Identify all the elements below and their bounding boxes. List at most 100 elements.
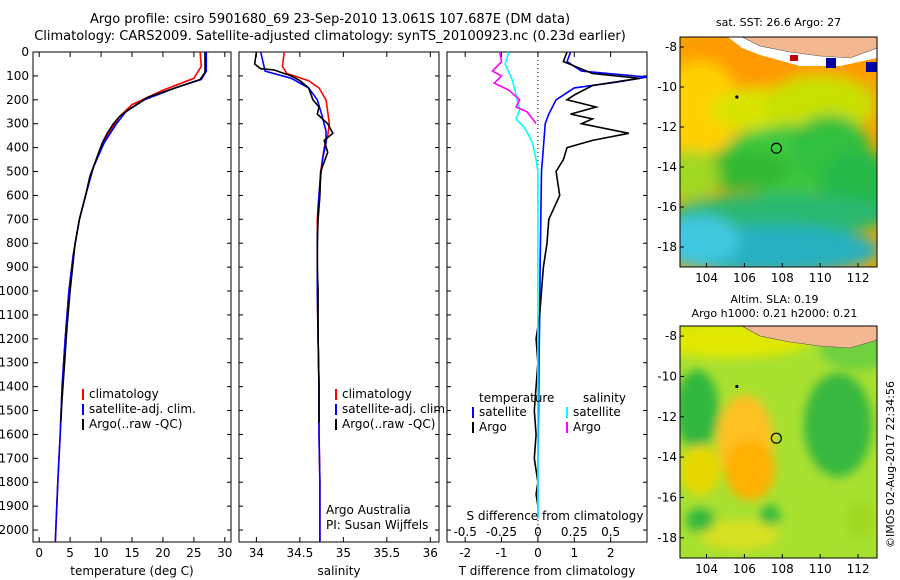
temperature-xtick-label: 30 <box>217 546 232 560</box>
salinity-series-0 <box>281 51 331 542</box>
temperature-series-0 <box>54 51 203 543</box>
sst-map-island-marker <box>735 95 739 99</box>
depth-tick-label: 700 <box>6 212 29 226</box>
difference-series-2 <box>504 51 539 519</box>
depth-tick-label: 300 <box>6 117 29 131</box>
sla-map-argo-marker <box>770 432 782 444</box>
sst-map-ytick-label: -16 <box>657 200 677 214</box>
depth-tick-label: 900 <box>6 260 29 274</box>
sst-map-xtick-label: 110 <box>809 271 832 285</box>
salinity-legend-label-2: Argo(..raw -QC) <box>342 417 435 431</box>
sla-map-frame <box>679 325 878 559</box>
salinity-legend-label-0: climatology <box>342 387 412 401</box>
sst-map-ytick-label: -18 <box>657 240 677 254</box>
diff-salinity-tick-label: -0.5 <box>453 525 476 539</box>
sst-map-raster <box>680 37 877 267</box>
depth-tick-label: 1900 <box>0 499 29 513</box>
depth-tick-label: 1600 <box>0 427 29 441</box>
sla-map-ytick-label: -10 <box>657 369 677 383</box>
salinity-series-2 <box>253 51 334 423</box>
temperature-xtick-label: 25 <box>186 546 201 560</box>
depth-tick-label: 1700 <box>0 451 29 465</box>
diff-legend-label-1: Argo <box>479 420 507 434</box>
temperature-series-2 <box>60 52 206 423</box>
depth-tick-label: 200 <box>6 93 29 107</box>
legend-header-salinity: salinity <box>583 391 626 405</box>
difference-xlabel: T difference from climatology <box>458 564 636 578</box>
depth-tick-label: 100 <box>6 69 29 83</box>
temperature-legend-label-0: climatology <box>89 387 159 401</box>
title-line-1: Argo profile: csiro 5901680_69 23-Sep-20… <box>89 12 571 27</box>
diff-legend-label-0: satellite <box>479 405 527 419</box>
sla-map-xtick-label: 104 <box>695 562 718 576</box>
difference-xtick-label: -1 <box>496 546 508 560</box>
temperature-xtick-label: 15 <box>124 546 139 560</box>
imos-watermark: ©IMOS 02-Aug-2017 22:34:56 <box>884 381 897 548</box>
map-panel-sst-map: 104 106 108 110 112 -8 -10 -12 -14 -16 -18 sat. SST… <box>657 16 878 285</box>
sla-map-ytick-label: -16 <box>657 490 677 504</box>
sla-map-island-marker <box>735 384 739 389</box>
sst-map-xtick-label: 106 <box>733 271 756 285</box>
temperature-legend-label-1: satellite-adj. clim. <box>89 402 196 416</box>
difference-series-0 <box>537 51 648 519</box>
difference-frame <box>446 51 648 543</box>
salinity-legend-label-1: satellite-adj. clim. <box>342 402 449 416</box>
temperature-xtick-label: 5 <box>66 546 74 560</box>
depth-tick-label: 1500 <box>0 404 29 418</box>
depth-tick-label: 2000 <box>0 523 29 537</box>
sla-map-xtick-label: 110 <box>809 562 832 576</box>
sst-map-ytick-label: -12 <box>657 120 677 134</box>
sst-map-xtick-label: 104 <box>695 271 718 285</box>
depth-tick-label: 400 <box>6 141 29 155</box>
sla-map-ytick-label: -14 <box>657 450 677 464</box>
sst-map-ytick-label: -8 <box>665 40 677 54</box>
sla-map-raster <box>680 326 877 558</box>
annotation-line-1: PI: Susan Wijffels <box>326 518 428 532</box>
temperature-legend-label-2: Argo(..raw -QC) <box>89 417 182 431</box>
depth-tick-label: 1800 <box>0 475 29 489</box>
diff-salinity-tick-label: 0.5 <box>601 525 620 539</box>
sst-map-ytick-label: -14 <box>657 160 677 174</box>
diff-salinity-tick-label: 0 <box>534 525 542 539</box>
sla-map-xtick-label: 108 <box>771 562 794 576</box>
sla-map-xtick-label: 112 <box>847 562 870 576</box>
difference-series-1 <box>533 51 640 507</box>
difference-xtick-label: -2 <box>459 546 471 560</box>
difference-xtick-label: 1 <box>570 546 578 560</box>
diff-salinity-tick-label: 0.25 <box>561 525 588 539</box>
depth-tick-label: 0 <box>21 45 29 59</box>
sla-map-xtick-label: 106 <box>733 562 756 576</box>
salinity-xtick-label: 34.5 <box>287 546 314 560</box>
temperature-xtick-label: 20 <box>155 546 170 560</box>
temperature-xlabel: temperature (deg C) <box>70 564 193 578</box>
depth-tick-label: 600 <box>6 188 29 202</box>
temperature-xtick-label: 10 <box>93 546 108 560</box>
difference-xtick-label: 0 <box>534 546 542 560</box>
sst-map-xtick-label: 112 <box>847 271 870 285</box>
diff-legend-label-2: satellite <box>573 405 621 419</box>
depth-tick-label: 1200 <box>0 332 29 346</box>
diff-legend-label-3: Argo <box>573 420 601 434</box>
sla-map-title: Altim. SLA: 0.19 <box>730 293 818 306</box>
diff-xlabel-top: S difference from climatology <box>467 509 644 523</box>
difference-series-3 <box>491 51 537 125</box>
profile-panel-salinity: 34 34.5 35 35.5 36 salinity climatologysatelli… <box>238 51 449 578</box>
sla-map-ytick-label: -18 <box>657 531 677 545</box>
salinity-frame <box>238 51 440 543</box>
sst-map-ytick-label: -10 <box>657 80 677 94</box>
title-line-2: Climatology: CARS2009. Satellite-adjuste… <box>34 29 626 44</box>
salinity-xtick-label: 35 <box>336 546 351 560</box>
legend-header-temperature: temperature <box>479 391 554 405</box>
salinity-xtick-label: 36 <box>423 546 438 560</box>
depth-tick-label: 1000 <box>0 284 29 298</box>
profile-panel-difference: -2 -1 0 1 2 T difference from climatology temp… <box>446 51 648 578</box>
diff-salinity-tick-label: -0.25 <box>486 525 517 539</box>
temperature-series-1 <box>54 52 208 543</box>
temperature-frame <box>32 51 232 543</box>
sst-map-title: sat. SST: 26.6 Argo: 27 <box>716 16 841 29</box>
depth-tick-label: 800 <box>6 236 29 250</box>
sst-map-xtick-label: 108 <box>771 271 794 285</box>
depth-tick-label: 1100 <box>0 308 29 322</box>
depth-tick-label: 500 <box>6 165 29 179</box>
